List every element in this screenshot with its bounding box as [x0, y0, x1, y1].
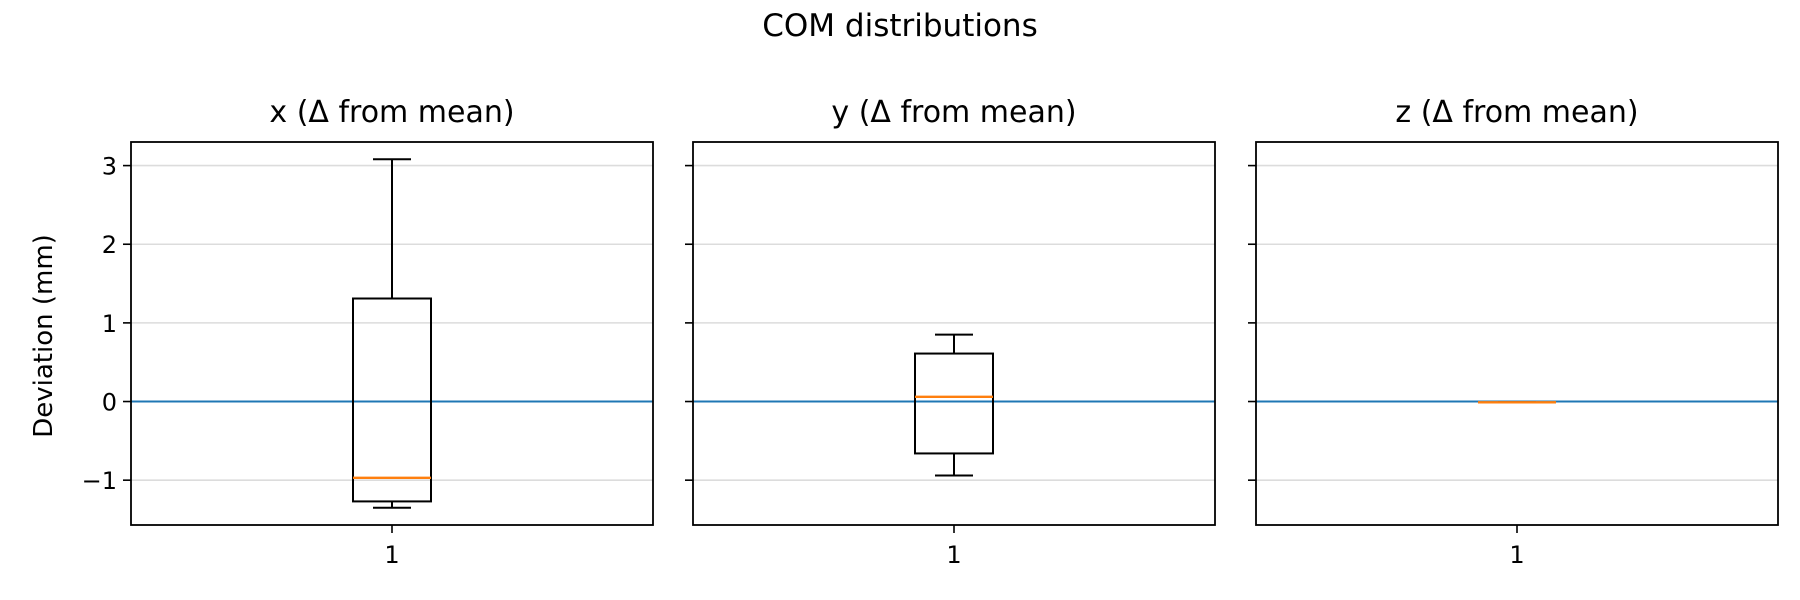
panels: −1 0 1 2 3 1 x (Δ from mean) 1 y (Δ from mean) 1 z…: [82, 95, 1779, 569]
y-tick-label: 2: [102, 231, 117, 259]
box-plot: [352, 158, 432, 509]
y-tick-label: −1: [82, 467, 117, 495]
axes-frame: [1255, 141, 1779, 526]
panel-title: y (Δ from mean): [831, 95, 1076, 130]
figure-title: COM distributions: [762, 8, 1037, 44]
panel-title: z (Δ from mean): [1395, 95, 1638, 130]
y-tick-label: 3: [102, 153, 117, 181]
panel-title: x (Δ from mean): [269, 95, 514, 130]
iqr-box: [914, 352, 994, 455]
box-plot: [914, 333, 994, 477]
panel-2: 1 y (Δ from mean): [685, 95, 1216, 569]
axes-frame: [130, 141, 654, 526]
panel-1: −1 0 1 2 3 1 x (Δ from mean): [82, 95, 654, 569]
x-tick-label: 1: [946, 541, 961, 569]
x-tick-label: 1: [384, 541, 399, 569]
y-tick-label: 1: [102, 310, 117, 338]
y-axis-label: Deviation (mm): [29, 234, 59, 438]
axes-frame: [692, 141, 1216, 526]
iqr-box: [352, 297, 432, 503]
x-tick-label: 1: [1509, 541, 1524, 569]
y-tick-label: 0: [102, 389, 117, 417]
panel-3: 1 z (Δ from mean): [1248, 95, 1779, 569]
